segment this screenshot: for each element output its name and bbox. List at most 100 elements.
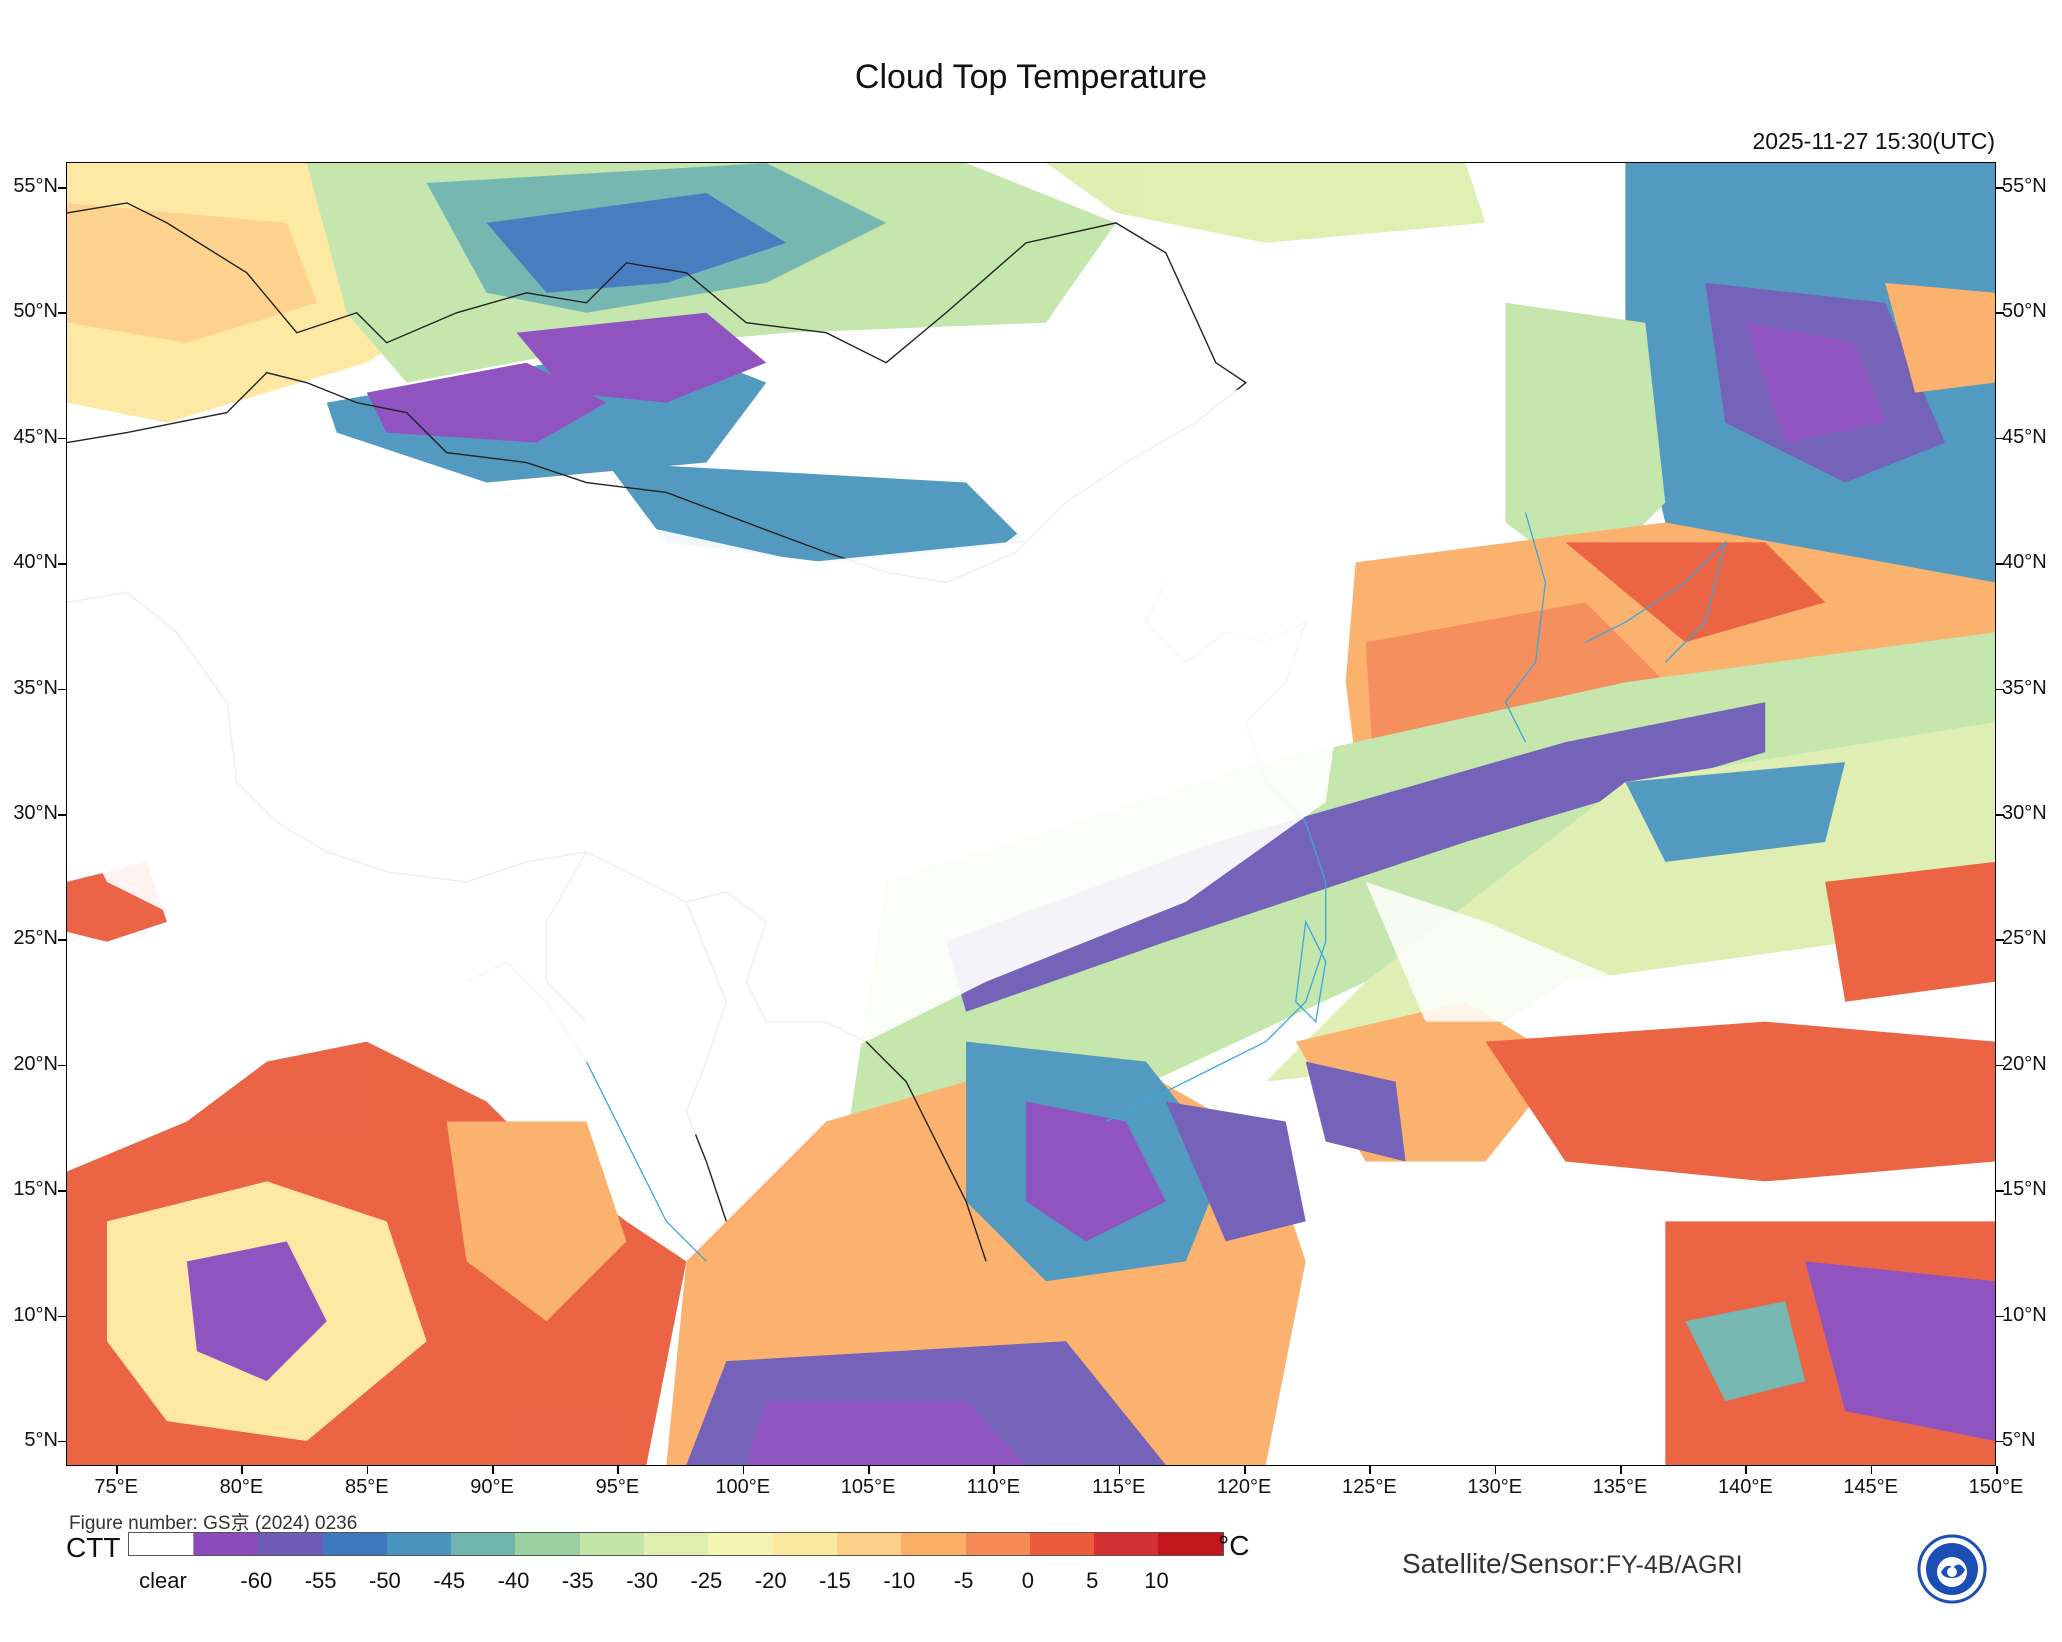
lon-label: 120°E bbox=[1216, 1476, 1272, 1498]
lat-tick bbox=[1996, 563, 2004, 565]
colorbar-tick-label: -60 bbox=[240, 1568, 273, 1593]
lat-label-right: 35°N bbox=[2002, 676, 2047, 699]
colorbar-tick-label: 5 bbox=[1086, 1568, 1099, 1593]
cloud-top-temperature-map bbox=[67, 163, 1995, 1465]
lat-tick bbox=[1996, 939, 2004, 941]
colorbar-tick-label: -45 bbox=[433, 1568, 466, 1593]
lat-label-right: 15°N bbox=[2002, 1178, 2047, 1201]
lon-label: 130°E bbox=[1467, 1476, 1523, 1498]
colorbar-cell bbox=[322, 1533, 387, 1555]
lat-tick bbox=[58, 814, 66, 816]
colorbar-cell bbox=[836, 1533, 902, 1555]
lon-label: 80°E bbox=[219, 1476, 264, 1498]
colorbar-tick-label: -10 bbox=[883, 1568, 916, 1593]
colorbar-tick-label: -25 bbox=[690, 1568, 723, 1593]
lon-label: 105°E bbox=[840, 1476, 896, 1498]
cloud-field bbox=[67, 163, 1995, 1465]
lat-tick bbox=[58, 1190, 66, 1192]
colorbar-tick-label: -20 bbox=[754, 1568, 787, 1593]
timestamp: 2025-11-27 15:30(UTC) bbox=[1752, 128, 1995, 154]
lat-label-right: 30°N bbox=[2002, 802, 2047, 824]
lon-tick bbox=[1620, 1466, 1622, 1474]
lon-tick bbox=[1369, 1466, 1371, 1474]
lon-label: 110°E bbox=[966, 1476, 1021, 1498]
lon-label: 125°E bbox=[1342, 1476, 1397, 1498]
lat-label-right: 55°N bbox=[2002, 175, 2047, 198]
colorbar-cell bbox=[708, 1533, 773, 1555]
lat-label-left: 45°N bbox=[13, 425, 58, 448]
lon-label: 135°E bbox=[1592, 1476, 1648, 1498]
colorbar-cell bbox=[579, 1533, 645, 1555]
lon-tick bbox=[1494, 1466, 1497, 1474]
colorbar-cell bbox=[1094, 1533, 1159, 1555]
lat-label-right: 50°N bbox=[2002, 300, 2047, 323]
sensor-label: Satellite/Sensor: bbox=[1402, 1548, 1606, 1579]
clear-region-sea bbox=[1365, 881, 1626, 1022]
colorbar-tick-label: -55 bbox=[304, 1568, 337, 1593]
colorbar-cell bbox=[644, 1533, 709, 1555]
colorbar-cell bbox=[386, 1533, 452, 1555]
lat-label-right: 25°N bbox=[2002, 927, 2047, 950]
lat-label-left: 50°N bbox=[13, 300, 58, 323]
lat-label-left: 15°N bbox=[13, 1178, 58, 1201]
colorbar-cell bbox=[901, 1533, 966, 1555]
lon-tick bbox=[617, 1466, 619, 1474]
lat-tick bbox=[1996, 814, 2004, 816]
lat-tick bbox=[1996, 312, 2004, 314]
lat-label-left: 20°N bbox=[13, 1052, 58, 1075]
colorbar-tick-label: -50 bbox=[368, 1568, 401, 1593]
lat-label-left: 55°N bbox=[13, 175, 58, 198]
colorbar-cell bbox=[258, 1533, 323, 1555]
colorbar-tick-label: -35 bbox=[561, 1568, 594, 1593]
lat-tick bbox=[1996, 437, 2004, 440]
lat-label-right: 20°N bbox=[2002, 1052, 2047, 1075]
sensor-value: FY-4B/AGRI bbox=[1605, 1551, 1743, 1579]
colorbar-cell bbox=[194, 1533, 259, 1555]
lat-tick bbox=[58, 688, 66, 691]
lat-label-right: 10°N bbox=[2002, 1303, 2047, 1326]
lon-tick bbox=[1244, 1466, 1246, 1474]
colorbar-tick-label: -40 bbox=[497, 1568, 530, 1593]
colorbar-clear-label: clear bbox=[139, 1568, 187, 1593]
colorbar-tick-label: -30 bbox=[626, 1568, 658, 1593]
lat-tick bbox=[1996, 1190, 2004, 1192]
lat-tick bbox=[58, 1440, 66, 1443]
colorbar bbox=[128, 1532, 1224, 1556]
map-panel[interactable] bbox=[66, 162, 1996, 1466]
lat-tick bbox=[1996, 1315, 2004, 1318]
lat-label-left: 25°N bbox=[13, 927, 58, 950]
lon-label: 85°E bbox=[344, 1476, 389, 1498]
lon-tick bbox=[116, 1466, 118, 1474]
lon-tick bbox=[366, 1466, 369, 1474]
lat-tick bbox=[1996, 1440, 2004, 1443]
lat-tick bbox=[58, 563, 66, 565]
chart-title: Cloud Top Temperature bbox=[854, 58, 1208, 96]
lon-tick bbox=[1996, 1466, 1998, 1474]
lon-tick bbox=[1745, 1466, 1747, 1474]
lon-label: 150°E bbox=[1968, 1476, 2024, 1498]
lat-tick bbox=[58, 1064, 66, 1067]
lon-tick bbox=[868, 1466, 870, 1474]
lon-tick bbox=[1118, 1466, 1121, 1474]
lat-tick bbox=[58, 1315, 66, 1318]
colorbar-cell bbox=[965, 1533, 1030, 1555]
colorbar-cell bbox=[1158, 1533, 1223, 1555]
lat-tick bbox=[1996, 187, 2004, 189]
lat-label-right: 45°N bbox=[2002, 425, 2047, 448]
lon-label: 145°E bbox=[1843, 1476, 1899, 1498]
lat-label-left: 30°N bbox=[13, 802, 58, 824]
cma-logo bbox=[1917, 1534, 1987, 1604]
colorbar-tick-label: 10 bbox=[1144, 1568, 1169, 1593]
lon-label: 75°E bbox=[94, 1476, 138, 1498]
lon-label: 115°E bbox=[1092, 1476, 1146, 1498]
clear-region bbox=[67, 382, 1346, 1142]
lat-tick bbox=[58, 437, 66, 440]
lon-tick bbox=[993, 1466, 995, 1474]
lon-tick bbox=[1870, 1466, 1873, 1474]
colorbar-cell bbox=[1029, 1533, 1095, 1555]
lat-label-left: 40°N bbox=[13, 551, 58, 574]
lon-label: 95°E bbox=[595, 1476, 640, 1498]
colorbar-unit: °C bbox=[1218, 1530, 1250, 1561]
satellite-sensor: Satellite/Sensor:FY-4B/AGRI bbox=[1402, 1548, 1743, 1580]
colorbar-cell bbox=[772, 1533, 837, 1555]
